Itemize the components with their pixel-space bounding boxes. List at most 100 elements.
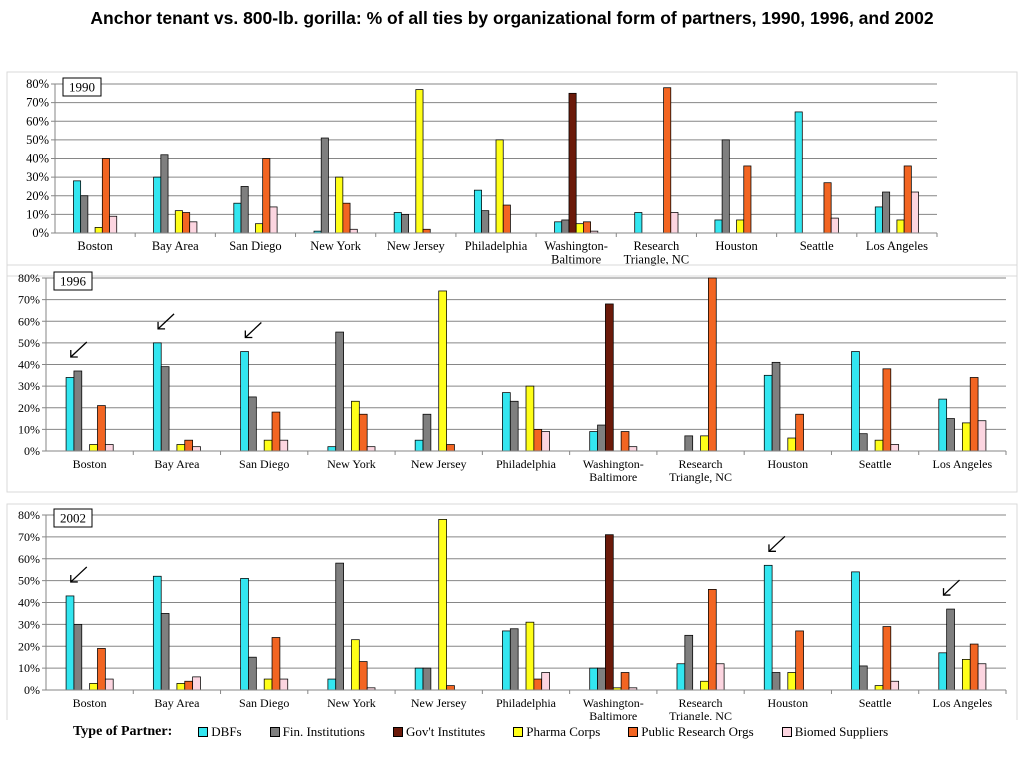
bar-pharma-corps-san-diego xyxy=(255,223,264,234)
legend-swatch xyxy=(781,727,792,737)
x-tick-label-bay-area: Bay Area xyxy=(154,696,200,710)
x-tick-label-boston: Boston xyxy=(77,239,113,253)
bar-dbfs-bay-area xyxy=(152,575,162,691)
x-tick-label-washington-baltimore: Washington-Baltimore xyxy=(583,457,644,484)
legend-label: Biomed Suppliers xyxy=(794,724,889,739)
y-tick-label: 20% xyxy=(18,639,40,653)
chart-title: Anchor tenant vs. 800-lb. gorilla: % of … xyxy=(90,8,934,28)
bar-gov-t-institutes-washington-baltimore xyxy=(605,534,614,691)
y-tick-label: 30% xyxy=(18,379,40,393)
bar-fin-institutions-new-jersey xyxy=(401,214,409,234)
bar-biomed-suppliers-san-diego xyxy=(269,206,278,234)
x-tick-label-los-angeles: Los Angeles xyxy=(933,457,993,471)
bar-fin-institutions-san-diego xyxy=(248,396,257,452)
y-tick-label: 60% xyxy=(26,114,49,128)
x-tick-label-san-diego: San Diego xyxy=(239,696,289,710)
bar-public-research-orgs-houston xyxy=(795,413,804,452)
bar-dbfs-new-jersey xyxy=(414,667,424,691)
bar-public-research-orgs-bay-area xyxy=(182,212,191,234)
legend-item-dbfs: DBFs xyxy=(198,724,242,740)
bar-pharma-corps-houston xyxy=(787,437,797,452)
y-tick-label: 50% xyxy=(18,574,40,588)
legend-label: DBFs xyxy=(211,724,242,739)
bar-fin-institutions-boston xyxy=(73,624,83,691)
bar-public-research-orgs-washington-baltimore xyxy=(620,431,630,452)
y-tick-label: 0% xyxy=(32,226,49,240)
y-tick-label: 70% xyxy=(26,96,49,110)
bar-biomed-suppliers-los-angeles xyxy=(977,663,987,691)
bar-public-research-orgs-san-diego xyxy=(262,158,271,234)
bar-dbfs-new-jersey xyxy=(414,439,424,452)
bar-public-research-orgs-bay-area xyxy=(184,680,193,691)
panel-label-box xyxy=(62,77,102,97)
bar-dbfs-los-angeles xyxy=(938,398,948,452)
x-tick-label-bay-area: Bay Area xyxy=(154,457,200,471)
legend-swatch xyxy=(628,727,639,737)
arrow-icon xyxy=(157,313,175,330)
x-tick-label-boston: Boston xyxy=(73,457,107,471)
bar-dbfs-seattle xyxy=(851,351,860,452)
bar-pharma-corps-philadelphia xyxy=(525,385,535,452)
bar-dbfs-boston xyxy=(65,595,75,691)
arrow-icon xyxy=(70,566,88,583)
y-tick-label: 10% xyxy=(18,661,40,675)
y-tick-label: 40% xyxy=(18,358,40,372)
bar-public-research-orgs-research-triangle-nc xyxy=(663,87,672,234)
bar-pharma-corps-san-diego xyxy=(263,678,273,691)
y-tick-label: 10% xyxy=(18,422,40,436)
bar-dbfs-seattle xyxy=(794,111,803,234)
x-tick-label-seattle: Seattle xyxy=(859,457,892,471)
x-tick-label-bay-area: Bay Area xyxy=(152,239,199,253)
legend-item-biomed-suppliers: Biomed Suppliers xyxy=(781,724,889,740)
x-tick-label-houston: Houston xyxy=(767,457,808,471)
y-tick-label: 50% xyxy=(18,336,40,350)
bar-public-research-orgs-philadelphia xyxy=(533,429,543,452)
bar-dbfs-new-york xyxy=(327,678,337,691)
bar-pharma-corps-boston xyxy=(89,444,98,452)
bar-public-research-orgs-seattle xyxy=(823,182,832,234)
bar-public-research-orgs-new-jersey xyxy=(446,685,455,691)
bar-pharma-corps-san-diego xyxy=(263,439,273,452)
bar-fin-institutions-los-angeles xyxy=(946,418,955,452)
bar-fin-institutions-new-york xyxy=(335,331,344,452)
bar-public-research-orgs-san-diego xyxy=(271,637,281,691)
bar-biomed-suppliers-new-york xyxy=(349,228,358,234)
bar-biomed-suppliers-boston xyxy=(104,444,114,452)
bar-pharma-corps-new-jersey xyxy=(438,290,447,452)
bar-pharma-corps-new-jersey xyxy=(415,89,424,234)
y-tick-label: 60% xyxy=(18,314,40,328)
bar-public-research-orgs-new-york xyxy=(342,202,351,234)
bar-fin-institutions-san-diego xyxy=(240,186,249,234)
bar-pharma-corps-new-jersey xyxy=(438,519,447,691)
y-tick-label: 50% xyxy=(26,133,49,147)
bar-public-research-orgs-research-triangle-nc xyxy=(708,589,717,691)
legend-swatch xyxy=(513,727,524,737)
y-tick-label: 80% xyxy=(18,508,40,522)
legend-label: Gov't Institutes xyxy=(405,724,486,739)
panel-frame xyxy=(6,264,1018,493)
legend-item-pharma-corps: Pharma Corps xyxy=(513,724,600,740)
bar-pharma-corps-los-angeles xyxy=(961,422,971,452)
y-tick-label: 20% xyxy=(26,189,49,203)
chart-panel-1990: 0% 10% 20% 30% 40% 50% 60% 70% 80% Boston Bay Area… xyxy=(6,71,1018,277)
panel-label-box xyxy=(53,508,93,528)
bar-dbfs-boston xyxy=(73,180,82,234)
bar-dbfs-houston xyxy=(763,374,773,452)
bar-pharma-corps-new-york xyxy=(351,400,360,452)
bar-biomed-suppliers-seattle xyxy=(890,444,900,452)
bar-pharma-corps-houston xyxy=(736,219,745,234)
legend-swatch xyxy=(198,727,209,737)
x-tick-label-boston: Boston xyxy=(73,696,107,710)
bar-pharma-corps-philadelphia xyxy=(525,621,535,691)
x-tick-label-washington-baltimore: Washington-Baltimore xyxy=(583,696,644,720)
bar-public-research-orgs-boston xyxy=(101,158,110,234)
bar-dbfs-washington-baltimore xyxy=(589,667,598,691)
x-tick-label-new-york: New York xyxy=(310,239,361,253)
legend-label: Pharma Corps xyxy=(526,724,601,739)
legend-title: Type of Partner: xyxy=(73,724,173,739)
bar-public-research-orgs-los-angeles xyxy=(903,165,912,234)
bar-fin-institutions-los-angeles xyxy=(882,191,891,234)
panel-frame xyxy=(6,503,1018,720)
bar-fin-institutions-san-diego xyxy=(248,656,257,691)
bar-pharma-corps-los-angeles xyxy=(896,219,905,234)
